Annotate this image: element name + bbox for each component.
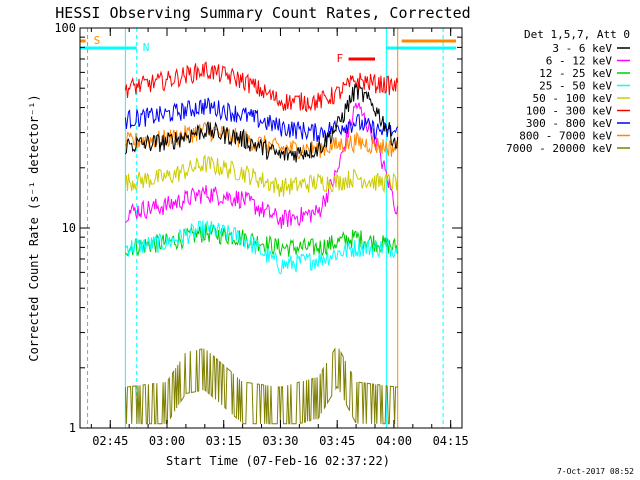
- legend-entry-label: 25 - 50 keV: [539, 80, 612, 93]
- legend-entry-label: 800 - 7000 keV: [519, 130, 612, 143]
- legend-entry-label: 50 - 100 keV: [533, 92, 613, 105]
- x-axis-label: Start Time (07-Feb-16 02:37:22): [166, 454, 390, 468]
- legend-entry-label: 3 - 6 keV: [552, 42, 612, 55]
- series-line-300-800-kev: [124, 97, 399, 143]
- legend-entry-label: 12 - 25 keV: [539, 67, 612, 80]
- series-line-12-25-kev: [125, 223, 399, 257]
- x-tick-label: 03:15: [206, 434, 242, 448]
- footer-timestamp: 7-Oct-2017 08:52: [557, 467, 634, 476]
- night-marker-label: N: [143, 41, 150, 54]
- x-tick-label: 04:00: [376, 434, 412, 448]
- saa-marker-label: S: [94, 34, 101, 47]
- x-tick-label: 04:15: [433, 434, 469, 448]
- plot-frame: [79, 27, 463, 429]
- series-line-25-50-kev: [124, 220, 399, 275]
- x-tick-label: 03:45: [319, 434, 355, 448]
- x-tick-label: 03:00: [149, 434, 185, 448]
- legend-entry-label: 300 - 800 keV: [526, 117, 612, 130]
- series-line-50-100-kev: [124, 154, 399, 197]
- chart-title: HESSI Observing Summary Count Rates, Cor…: [55, 4, 470, 22]
- y-tick-label: 100: [54, 21, 76, 35]
- series-line-100-300-kev: [124, 61, 399, 113]
- flare-marker-label: F: [337, 52, 344, 65]
- axes: 02:45 03:00 03:15 03:30 03:45 04:00 04:15 1 10 10…: [54, 21, 468, 448]
- series-line-7000-20000-kev: [124, 347, 398, 425]
- series-line-3-6-kev: [124, 82, 399, 163]
- legend-entry-label: 6 - 12 keV: [546, 55, 613, 68]
- y-axis-label: Corrected Count Rate (s⁻¹ detector⁻¹): [27, 94, 41, 361]
- y-tick-label: 10: [62, 221, 76, 235]
- series-line-800-7000-kev: [124, 121, 399, 159]
- legend-header: Det 1,5,7, Att 0: [524, 28, 630, 41]
- y-tick-label: 1: [69, 421, 76, 435]
- x-tick-label: 03:30: [262, 434, 298, 448]
- series-line-6-12-kev: [125, 102, 399, 229]
- legend-entry-label: 7000 - 20000 keV: [506, 142, 612, 155]
- series-layer: [124, 61, 399, 425]
- x-tick-label: 02:45: [92, 434, 128, 448]
- legend-entry-label: 100 - 300 keV: [526, 105, 612, 118]
